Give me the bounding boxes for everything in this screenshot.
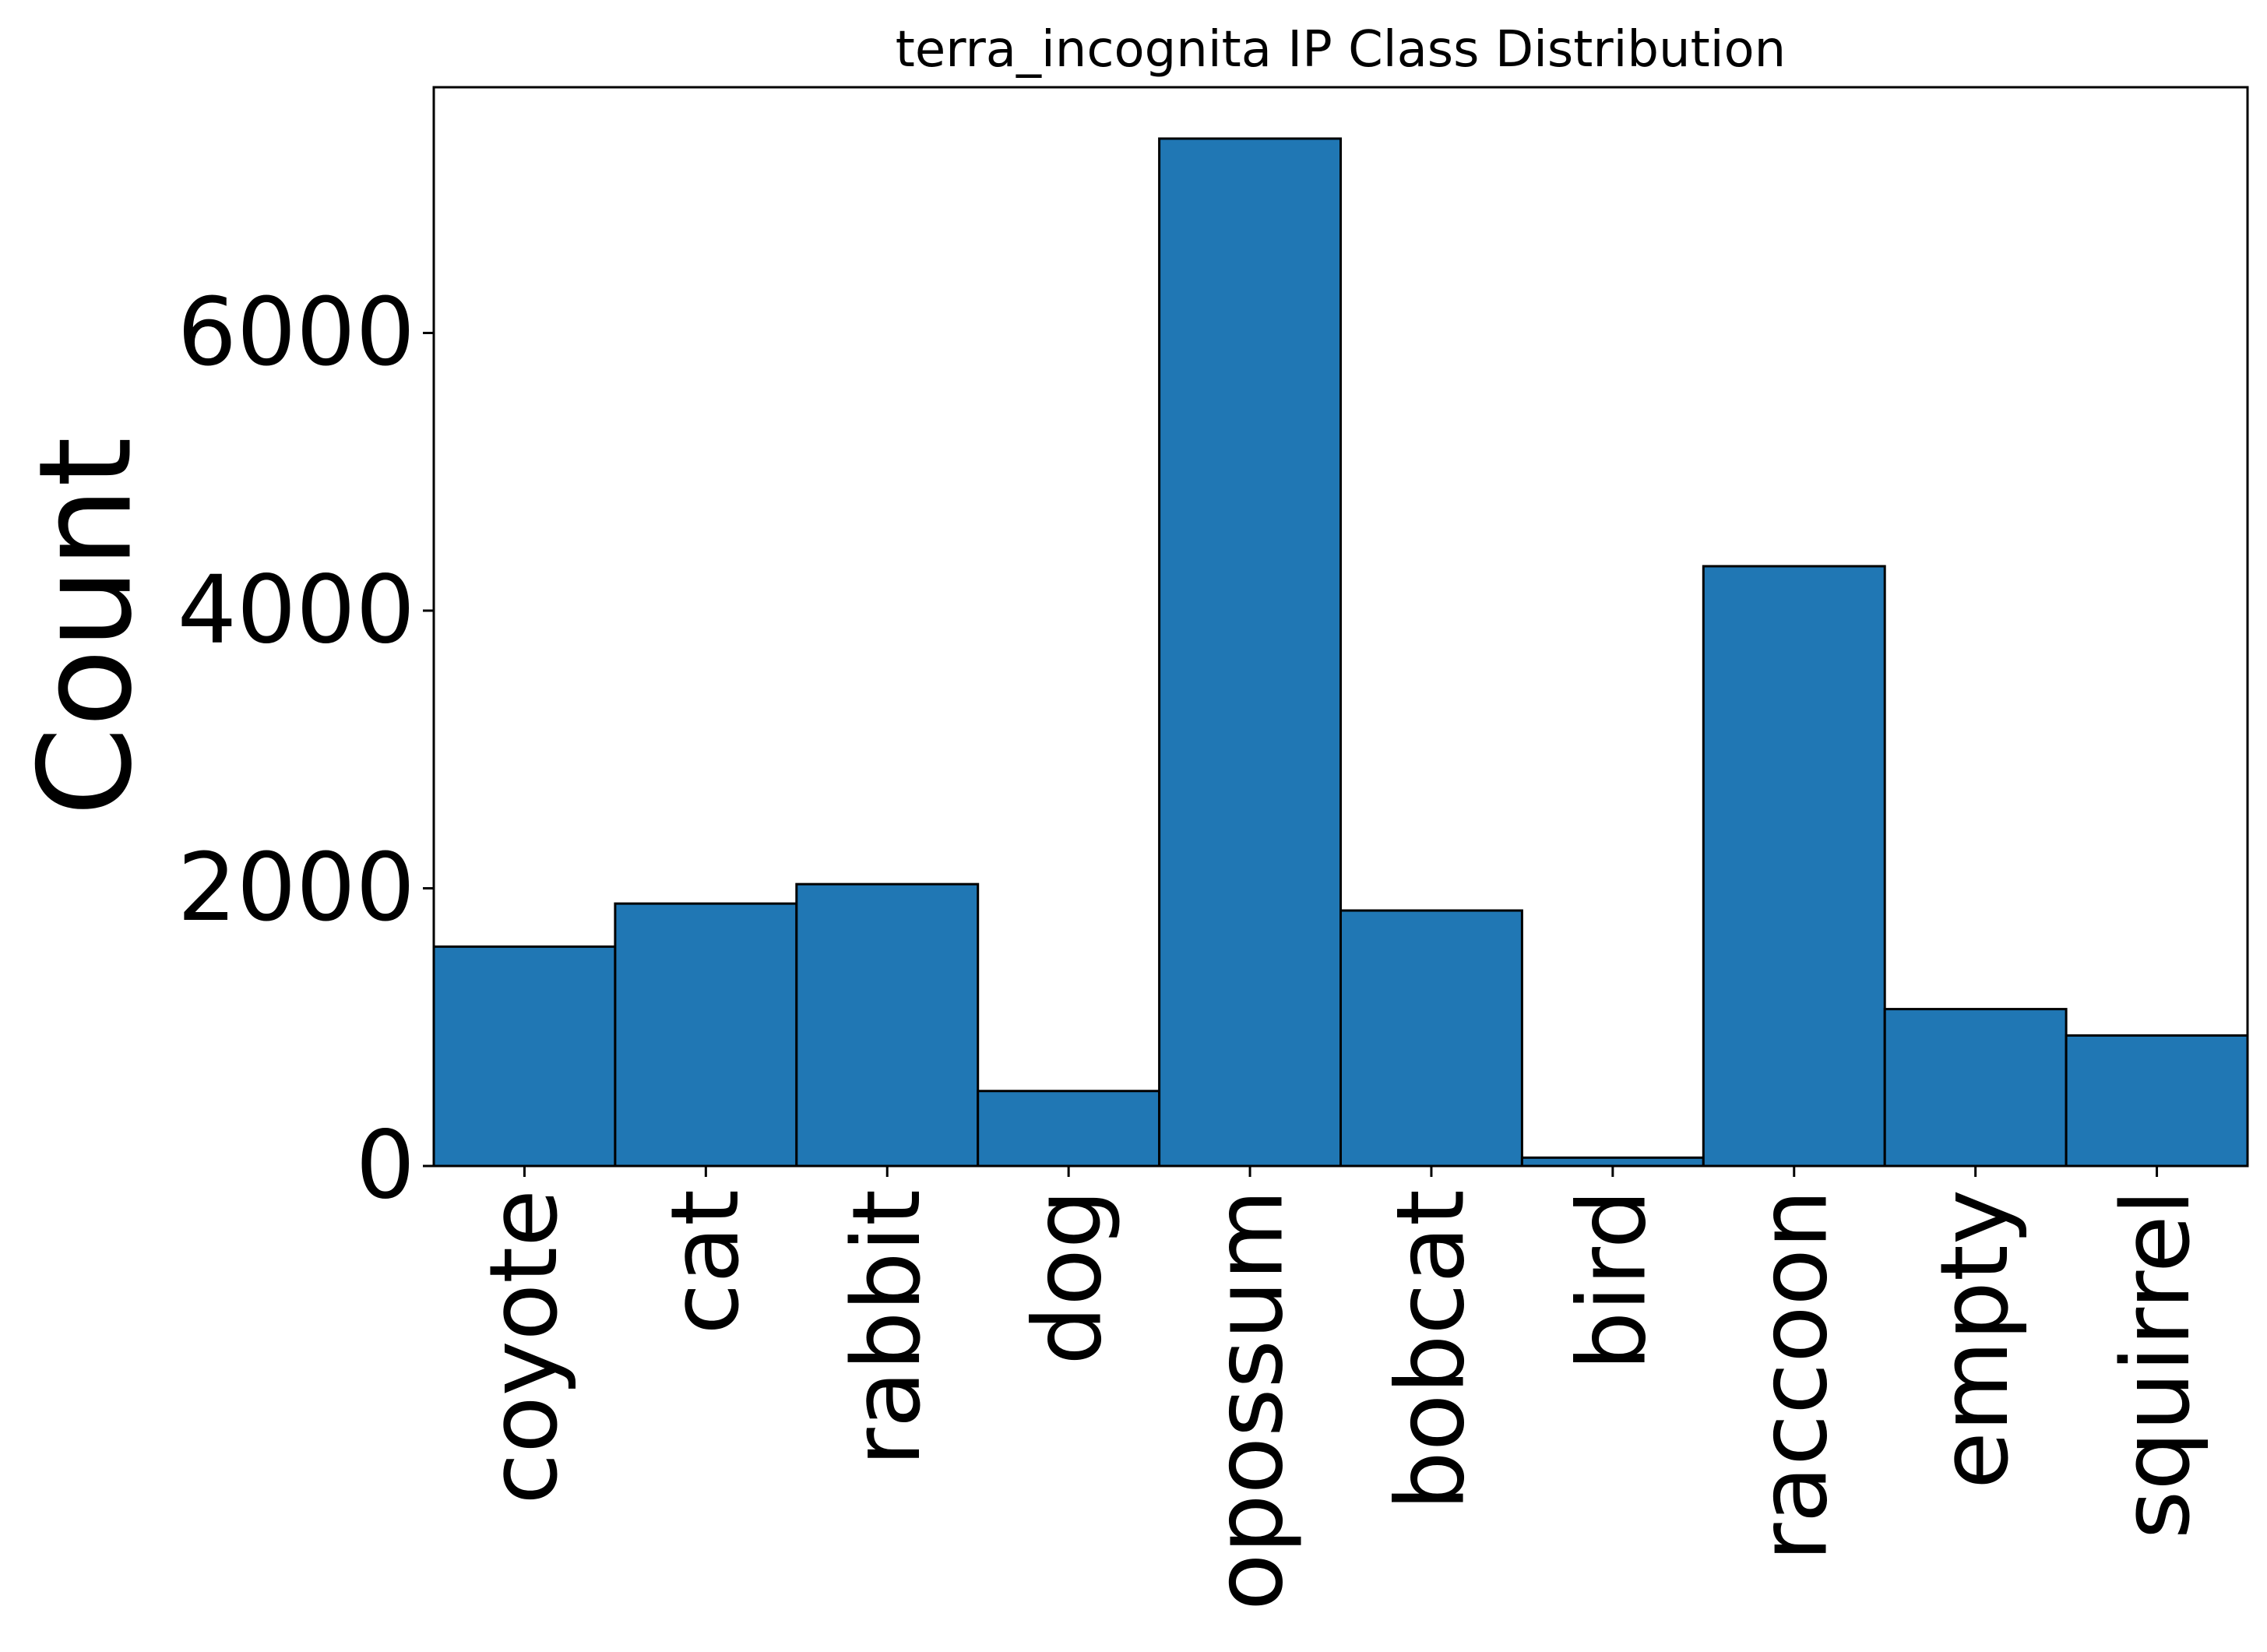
- x-axis-ticks: coyote cat rabbit dog opossum bobcat bird racco…: [470, 1166, 2211, 1611]
- x-tick-label-dog: dog: [1015, 1189, 1123, 1365]
- x-tick-label-raccoon: raccoon: [1740, 1189, 1848, 1562]
- plot-area-frame: [432, 86, 2249, 1168]
- bar-rabbit: [795, 882, 980, 1168]
- bars-group: [432, 137, 2249, 1168]
- bar-raccoon: [1702, 565, 1886, 1168]
- y-axis-ticks: 0 2000 4000 6000: [178, 279, 434, 1221]
- y-axis-label: Count: [12, 437, 160, 816]
- x-tick-label-rabbit: rabbit: [833, 1189, 942, 1467]
- bar-coyote: [432, 945, 617, 1168]
- y-tick-label: 0: [356, 1112, 415, 1221]
- bar-opossum: [1158, 137, 1342, 1168]
- y-tick-label: 6000: [178, 279, 415, 387]
- bar-bobcat: [1339, 909, 1523, 1168]
- bar-bird: [1520, 1156, 1705, 1168]
- y-tick-label: 2000: [178, 834, 415, 942]
- chart-title: terra_incognita IP Class Distribution: [896, 21, 1786, 79]
- y-tick-label: 4000: [178, 557, 415, 665]
- x-tick-label-opossum: opossum: [1196, 1189, 1304, 1611]
- bar-empty: [1883, 1008, 2068, 1168]
- x-tick-label-coyote: coyote: [470, 1189, 579, 1505]
- x-tick-label-bird: bird: [1558, 1189, 1667, 1371]
- x-tick-label-cat: cat: [652, 1189, 760, 1335]
- x-tick-label-bobcat: bobcat: [1377, 1189, 1485, 1510]
- x-tick-label-empty: empty: [1921, 1189, 2029, 1489]
- bar-squirrel: [2065, 1034, 2249, 1168]
- x-tick-label-squirrel: squirrel: [2103, 1189, 2211, 1539]
- bar-cat: [614, 902, 798, 1168]
- bar-dog: [977, 1090, 1161, 1168]
